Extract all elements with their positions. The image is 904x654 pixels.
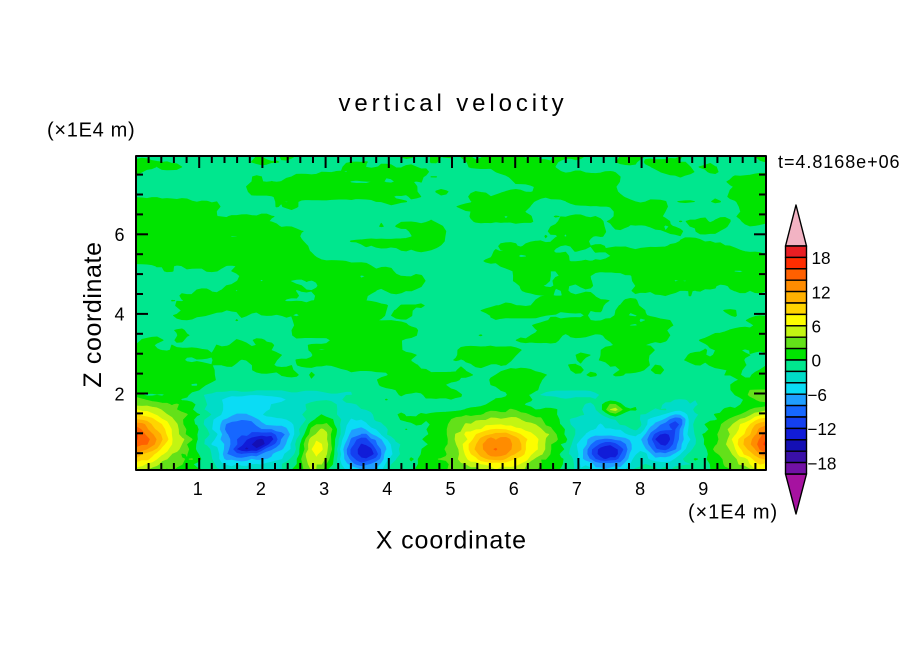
svg-text:−12: −12 [807,419,836,439]
svg-text:5: 5 [445,479,455,499]
svg-text:6: 6 [509,479,519,499]
svg-text:9: 9 [698,479,708,499]
svg-text:vertical velocity: vertical velocity [338,90,567,117]
svg-text:6: 6 [812,317,822,337]
svg-text:X coordinate: X coordinate [376,527,527,555]
svg-text:7: 7 [572,479,582,499]
svg-text:18: 18 [812,248,831,268]
svg-text:4: 4 [114,304,124,324]
svg-text:t=4.8168e+06: t=4.8168e+06 [778,152,901,172]
svg-text:3: 3 [319,479,329,499]
svg-text:0: 0 [812,351,822,371]
svg-text:−18: −18 [807,453,836,473]
svg-text:4: 4 [382,479,392,499]
svg-text:8: 8 [635,479,645,499]
svg-text:1: 1 [193,479,203,499]
svg-text:6: 6 [114,225,124,245]
svg-text:2: 2 [114,384,124,404]
svg-text:−6: −6 [807,385,827,405]
svg-text:12: 12 [812,282,831,302]
svg-text:Z coordinate: Z coordinate [79,241,107,387]
svg-text:2: 2 [256,479,266,499]
svg-text:(×1E4 m): (×1E4 m) [688,502,778,524]
svg-text:(×1E4 m): (×1E4 m) [47,120,135,142]
